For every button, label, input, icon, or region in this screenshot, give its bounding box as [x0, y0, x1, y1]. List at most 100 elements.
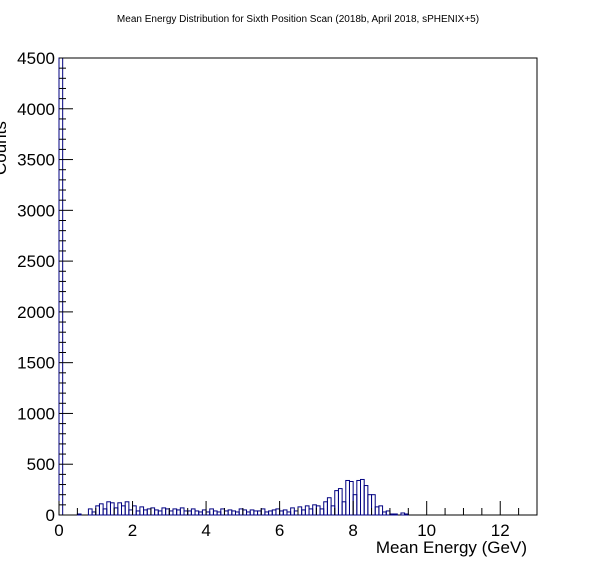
histogram-bar	[107, 502, 111, 515]
histogram-bar	[239, 509, 243, 515]
histogram-bar	[250, 510, 254, 515]
histogram-bar	[320, 509, 324, 515]
x-tick-label: 4	[201, 521, 210, 540]
histogram-bar	[357, 480, 361, 515]
histogram-bar	[258, 511, 262, 515]
histogram-bar	[232, 511, 236, 515]
histogram-bar	[353, 495, 357, 515]
plot-area	[59, 58, 537, 515]
histogram-bar	[77, 514, 81, 515]
histogram-bar	[372, 495, 376, 515]
histogram-bar	[195, 511, 199, 515]
histogram-bar	[110, 503, 114, 515]
histogram-bar	[349, 481, 353, 515]
histogram-bar	[224, 511, 228, 515]
histogram-bar	[302, 510, 306, 515]
histogram-bar	[177, 510, 181, 515]
y-tick-label: 2500	[17, 252, 55, 271]
histogram-bar	[173, 509, 177, 515]
histogram-bar	[261, 509, 265, 515]
histogram-bar	[125, 502, 129, 515]
histogram-bar	[386, 511, 390, 515]
y-tick-label: 500	[27, 455, 55, 474]
x-tick-label: 2	[128, 521, 137, 540]
histogram-bar	[114, 508, 118, 515]
histogram-bar	[169, 511, 173, 515]
histogram-bar	[88, 509, 92, 515]
y-axis: 0 500 1000 1500 2000 2500 3000 3500 4000 4500	[17, 49, 73, 525]
histogram-bar	[59, 58, 63, 515]
histogram-bar	[92, 512, 96, 515]
chart-title: Mean Energy Distribution for Sixth Posit…	[117, 14, 479, 25]
y-tick-label: 1000	[17, 404, 55, 423]
histogram-bar	[122, 506, 126, 515]
y-tick-label: 3000	[17, 201, 55, 220]
x-axis: 0 2 4 6 8 10 12	[54, 501, 537, 540]
histogram-bar	[254, 511, 258, 515]
histogram-bar	[155, 510, 159, 515]
histogram-bar	[368, 495, 372, 515]
histogram-bar	[188, 511, 192, 515]
histogram-bar	[269, 511, 273, 515]
plot-frame	[59, 58, 537, 515]
histogram-bar	[129, 510, 133, 515]
histogram-bar	[346, 480, 350, 515]
histogram-bar	[375, 507, 379, 515]
histogram-bar	[276, 509, 280, 515]
histogram-bar	[287, 512, 291, 515]
histogram-bar	[158, 511, 162, 515]
histogram-bar	[342, 502, 346, 515]
histogram-bar	[298, 507, 302, 515]
histogram-bar	[228, 510, 232, 515]
histogram-bar	[99, 504, 103, 515]
histogram-bar	[206, 512, 210, 515]
y-tick-label: 1500	[17, 354, 55, 373]
histogram-bar	[291, 508, 295, 515]
histogram-bar	[265, 512, 269, 515]
histogram-bar	[361, 479, 365, 515]
histogram-bar	[364, 486, 368, 515]
histogram-bar	[390, 514, 394, 515]
x-tick-label: 6	[275, 521, 284, 540]
histogram-bar	[166, 509, 170, 515]
histogram-bar	[199, 512, 203, 515]
histogram-bar	[221, 509, 225, 515]
histogram-bar	[405, 514, 409, 515]
histogram-bar	[210, 509, 214, 515]
histogram-bar	[118, 503, 122, 515]
histogram-bar	[103, 509, 107, 515]
histogram-bar	[327, 498, 331, 515]
y-tick-label: 2000	[17, 303, 55, 322]
histogram-bar	[379, 506, 383, 515]
y-axis-label: Counts	[0, 121, 10, 175]
histogram-bar	[294, 511, 298, 515]
histogram-bar	[338, 489, 342, 515]
histogram-bar	[283, 510, 287, 515]
x-tick-label: 0	[54, 521, 63, 540]
histogram-bar	[272, 510, 276, 515]
histogram-bar	[96, 506, 100, 515]
histogram-bar	[184, 511, 188, 515]
y-tick-label: 4500	[17, 49, 55, 68]
histogram-bar	[243, 510, 247, 515]
x-tick-label: 8	[348, 521, 357, 540]
histogram-bar	[335, 491, 339, 515]
histogram-bar	[305, 506, 309, 515]
histogram-bar	[383, 512, 387, 515]
histogram-bar	[202, 510, 206, 515]
histogram-bar	[247, 512, 251, 515]
histogram-bar	[133, 506, 137, 515]
histogram-bar	[162, 508, 166, 515]
histogram-bar	[309, 509, 313, 515]
histogram-bar	[151, 508, 155, 515]
histogram-bar	[394, 514, 398, 515]
x-axis-label: Mean Energy (GeV)	[376, 538, 527, 557]
histogram-bar	[401, 513, 405, 515]
histogram-bar	[313, 505, 317, 515]
y-tick-label: 0	[46, 506, 55, 525]
y-tick-label: 4000	[17, 100, 55, 119]
histogram-bar	[147, 509, 151, 515]
histogram-bar	[324, 502, 328, 515]
histogram-bar	[213, 511, 217, 515]
